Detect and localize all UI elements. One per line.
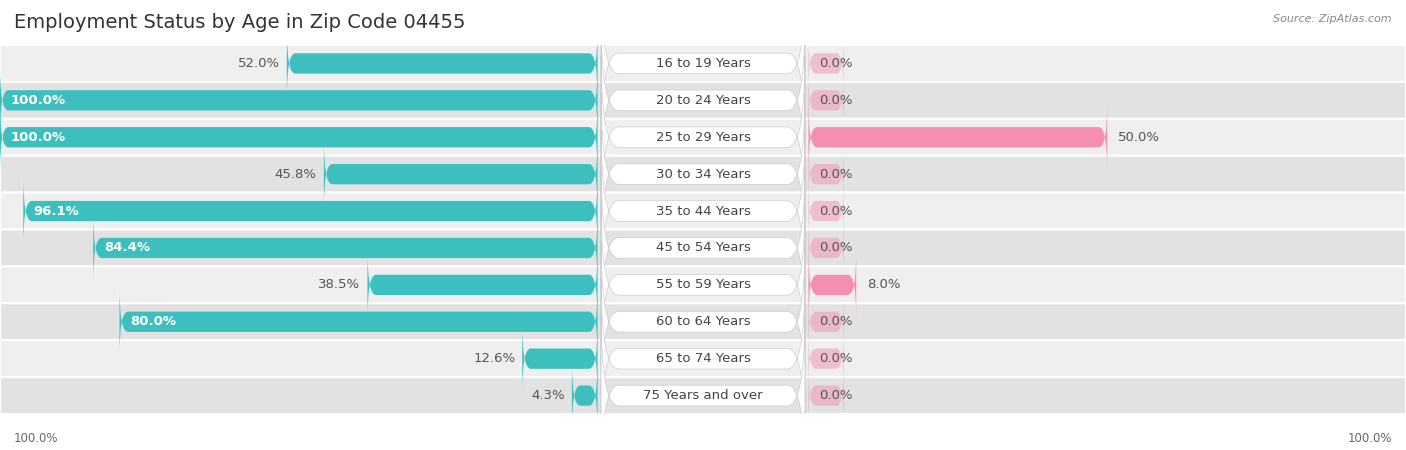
- Text: 96.1%: 96.1%: [34, 205, 80, 217]
- FancyBboxPatch shape: [808, 295, 844, 348]
- FancyBboxPatch shape: [0, 340, 1406, 377]
- FancyBboxPatch shape: [808, 369, 844, 422]
- FancyBboxPatch shape: [0, 377, 1406, 414]
- FancyBboxPatch shape: [0, 45, 1406, 82]
- Text: 0.0%: 0.0%: [818, 242, 852, 254]
- FancyBboxPatch shape: [602, 203, 804, 367]
- FancyBboxPatch shape: [0, 82, 1406, 119]
- FancyBboxPatch shape: [602, 129, 804, 293]
- Text: 0.0%: 0.0%: [818, 205, 852, 217]
- FancyBboxPatch shape: [0, 156, 1406, 193]
- Text: Source: ZipAtlas.com: Source: ZipAtlas.com: [1274, 14, 1392, 23]
- FancyBboxPatch shape: [808, 37, 844, 90]
- Text: 45 to 54 Years: 45 to 54 Years: [655, 242, 751, 254]
- Text: 20 to 24 Years: 20 to 24 Years: [655, 94, 751, 107]
- FancyBboxPatch shape: [808, 221, 844, 274]
- Text: 12.6%: 12.6%: [472, 352, 515, 365]
- FancyBboxPatch shape: [602, 0, 804, 145]
- Text: 0.0%: 0.0%: [818, 57, 852, 70]
- FancyBboxPatch shape: [602, 18, 804, 182]
- FancyBboxPatch shape: [602, 240, 804, 404]
- FancyBboxPatch shape: [602, 277, 804, 441]
- FancyBboxPatch shape: [602, 55, 804, 219]
- Text: 4.3%: 4.3%: [531, 389, 565, 402]
- FancyBboxPatch shape: [0, 66, 598, 135]
- FancyBboxPatch shape: [808, 184, 844, 238]
- Text: 30 to 34 Years: 30 to 34 Years: [655, 168, 751, 180]
- FancyBboxPatch shape: [120, 288, 598, 356]
- Text: 16 to 19 Years: 16 to 19 Years: [655, 57, 751, 70]
- Text: 45.8%: 45.8%: [274, 168, 316, 180]
- Text: 60 to 64 Years: 60 to 64 Years: [655, 315, 751, 328]
- Text: 80.0%: 80.0%: [129, 315, 176, 328]
- Text: 100.0%: 100.0%: [10, 94, 66, 107]
- FancyBboxPatch shape: [808, 332, 844, 385]
- Text: 8.0%: 8.0%: [866, 279, 900, 291]
- FancyBboxPatch shape: [93, 214, 598, 282]
- FancyBboxPatch shape: [367, 251, 598, 319]
- Text: 35 to 44 Years: 35 to 44 Years: [655, 205, 751, 217]
- Text: 65 to 74 Years: 65 to 74 Years: [655, 352, 751, 365]
- FancyBboxPatch shape: [0, 266, 1406, 303]
- FancyBboxPatch shape: [808, 251, 856, 319]
- FancyBboxPatch shape: [808, 74, 844, 127]
- Text: 50.0%: 50.0%: [1118, 131, 1160, 144]
- FancyBboxPatch shape: [0, 193, 1406, 230]
- FancyBboxPatch shape: [0, 303, 1406, 340]
- Text: 0.0%: 0.0%: [818, 168, 852, 180]
- FancyBboxPatch shape: [808, 148, 844, 201]
- FancyBboxPatch shape: [602, 166, 804, 330]
- FancyBboxPatch shape: [602, 92, 804, 256]
- Text: 100.0%: 100.0%: [1347, 432, 1392, 446]
- Text: 52.0%: 52.0%: [238, 57, 280, 70]
- Text: 0.0%: 0.0%: [818, 94, 852, 107]
- FancyBboxPatch shape: [0, 119, 1406, 156]
- Text: 0.0%: 0.0%: [818, 315, 852, 328]
- Text: 100.0%: 100.0%: [14, 432, 59, 446]
- FancyBboxPatch shape: [572, 361, 598, 430]
- FancyBboxPatch shape: [0, 230, 1406, 266]
- FancyBboxPatch shape: [287, 29, 598, 98]
- Text: 38.5%: 38.5%: [318, 279, 360, 291]
- Text: Employment Status by Age in Zip Code 04455: Employment Status by Age in Zip Code 044…: [14, 14, 465, 32]
- Text: 75 Years and over: 75 Years and over: [643, 389, 763, 402]
- Text: 55 to 59 Years: 55 to 59 Years: [655, 279, 751, 291]
- Text: 25 to 29 Years: 25 to 29 Years: [655, 131, 751, 144]
- Text: 0.0%: 0.0%: [818, 389, 852, 402]
- Text: 84.4%: 84.4%: [104, 242, 150, 254]
- FancyBboxPatch shape: [24, 177, 598, 245]
- FancyBboxPatch shape: [602, 314, 804, 450]
- FancyBboxPatch shape: [0, 103, 598, 171]
- FancyBboxPatch shape: [522, 324, 598, 393]
- FancyBboxPatch shape: [323, 140, 598, 208]
- Text: 0.0%: 0.0%: [818, 352, 852, 365]
- Text: 100.0%: 100.0%: [10, 131, 66, 144]
- FancyBboxPatch shape: [808, 103, 1108, 171]
